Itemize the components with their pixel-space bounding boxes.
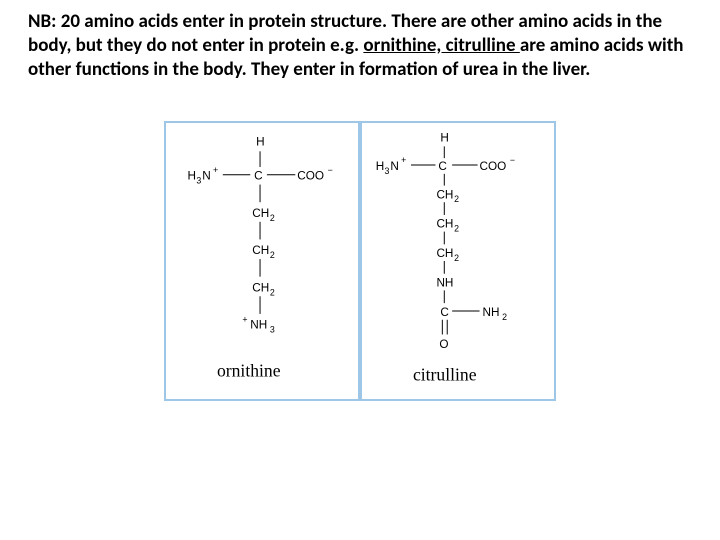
svg-text:C: C bbox=[440, 306, 449, 319]
svg-text:NH: NH bbox=[482, 306, 499, 319]
svg-text:+: + bbox=[213, 165, 218, 175]
svg-text:NH: NH bbox=[250, 319, 267, 332]
svg-text:C: C bbox=[254, 170, 263, 183]
svg-text:3: 3 bbox=[270, 325, 275, 335]
svg-text:citrulline: citrulline bbox=[413, 365, 477, 385]
svg-text:H: H bbox=[440, 132, 449, 145]
svg-text:H: H bbox=[256, 136, 265, 149]
svg-text:CH: CH bbox=[252, 282, 269, 295]
svg-text:3: 3 bbox=[196, 176, 201, 186]
svg-text:−: − bbox=[328, 165, 333, 175]
svg-text:NH: NH bbox=[436, 277, 453, 290]
note-underlined: ornithine, citrulline bbox=[363, 34, 519, 57]
svg-text:O: O bbox=[439, 338, 448, 351]
chemical-diagrams: H H 3 N + C COO − CH 2 CH 2 CH bbox=[28, 121, 692, 401]
svg-text:CH: CH bbox=[252, 207, 269, 220]
svg-text:3: 3 bbox=[385, 166, 390, 176]
svg-text:CH: CH bbox=[436, 247, 453, 260]
svg-text:C: C bbox=[438, 160, 447, 173]
svg-text:N: N bbox=[202, 170, 211, 183]
svg-text:2: 2 bbox=[270, 288, 275, 298]
svg-text:COO: COO bbox=[297, 170, 324, 183]
svg-text:2: 2 bbox=[454, 224, 459, 234]
svg-text:N: N bbox=[390, 160, 399, 173]
svg-text:CH: CH bbox=[436, 218, 453, 231]
note-text: NB: 20 amino acids enter in protein stru… bbox=[28, 10, 692, 81]
svg-text:2: 2 bbox=[502, 312, 507, 322]
svg-text:CH: CH bbox=[252, 244, 269, 257]
svg-text:2: 2 bbox=[454, 253, 459, 263]
ornithine-box: H H 3 N + C COO − CH 2 CH 2 CH bbox=[164, 121, 360, 401]
svg-text:2: 2 bbox=[270, 250, 275, 260]
svg-text:2: 2 bbox=[454, 194, 459, 204]
svg-text:+: + bbox=[401, 155, 406, 165]
svg-text:H: H bbox=[188, 170, 197, 183]
svg-text:COO: COO bbox=[480, 160, 507, 173]
citrulline-box: H H 3 N + C COO − CH 2 CH 2 CH bbox=[360, 121, 556, 401]
svg-text:CH: CH bbox=[436, 189, 453, 202]
svg-text:−: − bbox=[510, 155, 515, 165]
svg-text:2: 2 bbox=[270, 213, 275, 223]
ornithine-structure: H H 3 N + C COO − CH 2 CH 2 CH bbox=[166, 123, 358, 399]
svg-text:+: + bbox=[242, 315, 247, 325]
svg-text:H: H bbox=[376, 160, 385, 173]
citrulline-structure: H H 3 N + C COO − CH 2 CH 2 CH bbox=[362, 123, 554, 399]
svg-text:ornithine: ornithine bbox=[217, 361, 281, 381]
